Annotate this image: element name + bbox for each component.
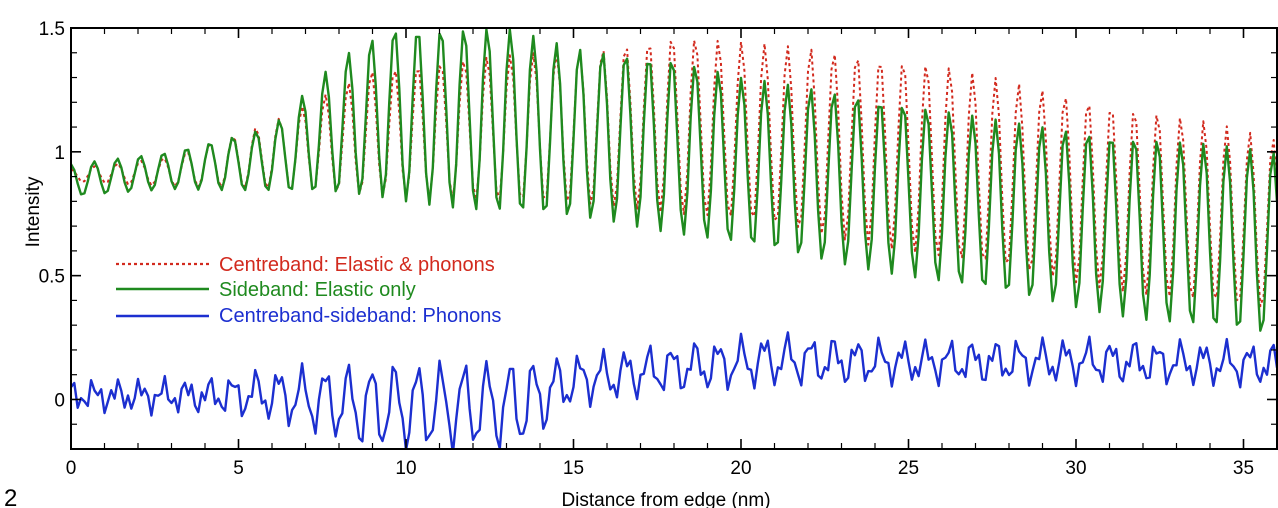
y-tick-label: 0 [54, 390, 65, 411]
x-tick-label: 35 [1233, 458, 1254, 479]
legend-label-centreband: Centreband: Elastic & phonons [219, 254, 495, 276]
x-tick-label: 30 [1065, 458, 1086, 479]
y-tick-label: 1.5 [39, 19, 65, 40]
x-tick-label: 15 [563, 458, 584, 479]
y-tick-label: 1 [54, 143, 65, 164]
y-axis-title: Intensity [23, 176, 44, 247]
panel-label: 2 [4, 485, 17, 508]
x-tick-label: 20 [730, 458, 751, 479]
legend: Centreband: Elastic & phonons Sideband: … [116, 254, 501, 327]
x-axis-title: Distance from edge (nm) [561, 490, 770, 508]
legend-label-phonons: Centreband-sideband: Phonons [219, 305, 501, 327]
x-tick-label: 10 [395, 458, 416, 479]
series-layer [71, 28, 1277, 449]
legend-label-sideband: Sideband: Elastic only [219, 279, 416, 301]
ticks-layer: 0 5 10 15 20 25 30 35 0 0.5 1 1.5 [39, 19, 1277, 479]
series-line-phonons [71, 331, 1277, 449]
x-tick-label: 0 [66, 458, 77, 479]
x-tick-label: 25 [898, 458, 919, 479]
x-tick-label: 5 [233, 458, 244, 479]
y-tick-label: 0.5 [39, 267, 65, 288]
series-line-sideband [71, 28, 1277, 332]
